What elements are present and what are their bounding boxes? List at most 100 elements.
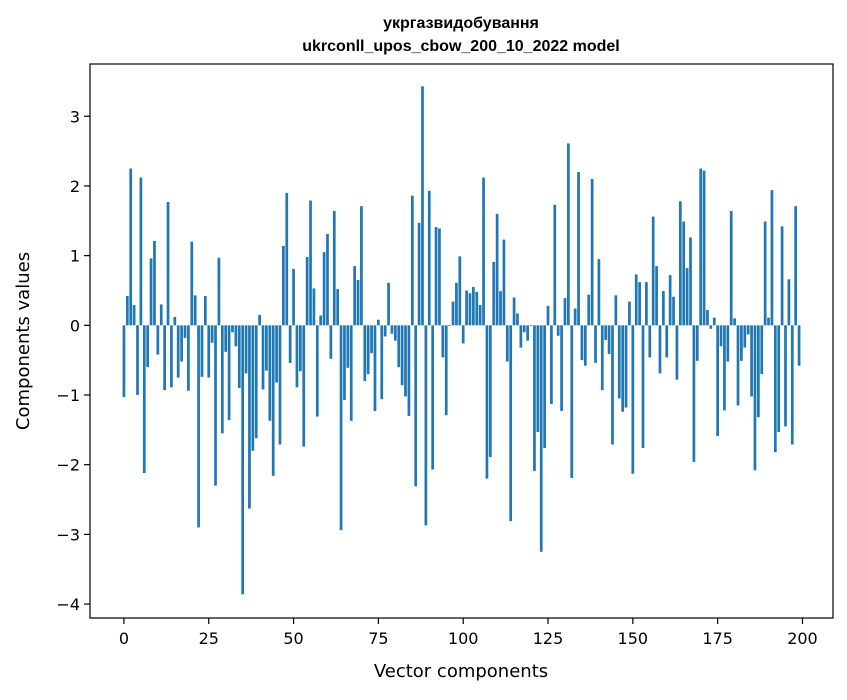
bar [719,325,723,347]
bar [502,239,506,326]
bar [271,325,275,476]
bar [536,325,540,432]
bar [417,222,421,326]
bar [617,325,621,399]
bar [407,325,411,416]
bar [753,325,757,471]
bar [665,325,669,358]
bar [248,325,251,509]
bar [519,325,523,348]
x-tick-label: 150 [618,629,649,648]
bar [183,325,187,338]
bar [522,325,526,333]
bar [360,206,363,326]
bar [787,279,791,326]
x-tick-label: 100 [448,629,479,648]
x-axis-ticks: 0 25 50 75 100 125 150 175 200 [119,618,818,648]
bar [539,325,543,552]
bar [577,172,580,326]
bar [583,325,587,366]
bar [505,325,509,362]
bar [163,325,166,391]
bar [624,325,628,408]
bar [410,195,414,326]
bar [414,325,418,487]
bar [441,325,445,358]
bar [763,221,767,326]
bar [628,301,631,326]
bar [278,325,282,445]
bar [482,177,485,326]
bar [146,325,150,368]
bar [492,261,496,326]
bar [702,170,706,326]
y-axis-ticks: 3 2 1 0 −1 −2 −3 −4 [56,107,90,614]
bar [288,325,292,363]
bar [560,325,563,412]
bar [485,325,489,479]
bar [312,288,316,326]
x-tick-label: 0 [119,629,129,648]
bar [421,86,424,326]
bar [729,211,733,326]
bar [757,325,760,418]
bar [363,325,367,382]
bar [780,226,784,326]
bar [570,325,574,478]
bar [733,318,736,326]
bar [556,325,560,336]
bar [193,295,197,326]
bar [404,325,407,397]
bar [153,241,156,326]
bar [132,305,136,326]
bar [366,325,370,375]
bar [305,257,309,326]
bar [631,325,635,474]
chart-title: укргазвидобування [383,15,539,32]
bar [393,325,397,341]
bar [723,325,726,411]
x-tick-label: 175 [702,629,733,648]
bar [672,296,675,326]
bar [322,252,326,326]
bar [438,228,441,326]
chart-subtitle: ukrconll_upos_cbow_200_10_2022 model [302,38,619,55]
bar [170,325,173,388]
bar [597,259,601,326]
bar [760,325,764,375]
bar [797,325,801,366]
bar [217,257,221,326]
bar [254,325,258,439]
bar [726,325,730,362]
bar [292,268,295,326]
bar [173,316,177,326]
bar [231,325,234,333]
bar [651,216,655,326]
y-tick-label: 0 [70,316,80,335]
bar [159,304,163,326]
bar [356,280,360,326]
bar [220,325,224,434]
bar [512,297,516,326]
bar [529,325,533,327]
y-tick-label: −2 [56,456,80,475]
bar [638,282,641,326]
x-tick-label: 50 [283,629,303,648]
bar [662,291,665,326]
x-tick-label: 25 [199,629,219,648]
bar [668,275,672,326]
bar [390,325,394,334]
bar [594,325,597,363]
x-tick-label: 200 [787,629,818,648]
bar [750,325,753,397]
bar [580,325,584,361]
bar [190,241,194,326]
bar [353,266,356,326]
bar [746,325,750,335]
bar [397,325,401,368]
bar [400,325,404,386]
y-tick-label: 1 [70,247,80,266]
bar [634,274,638,326]
bar [607,325,611,354]
